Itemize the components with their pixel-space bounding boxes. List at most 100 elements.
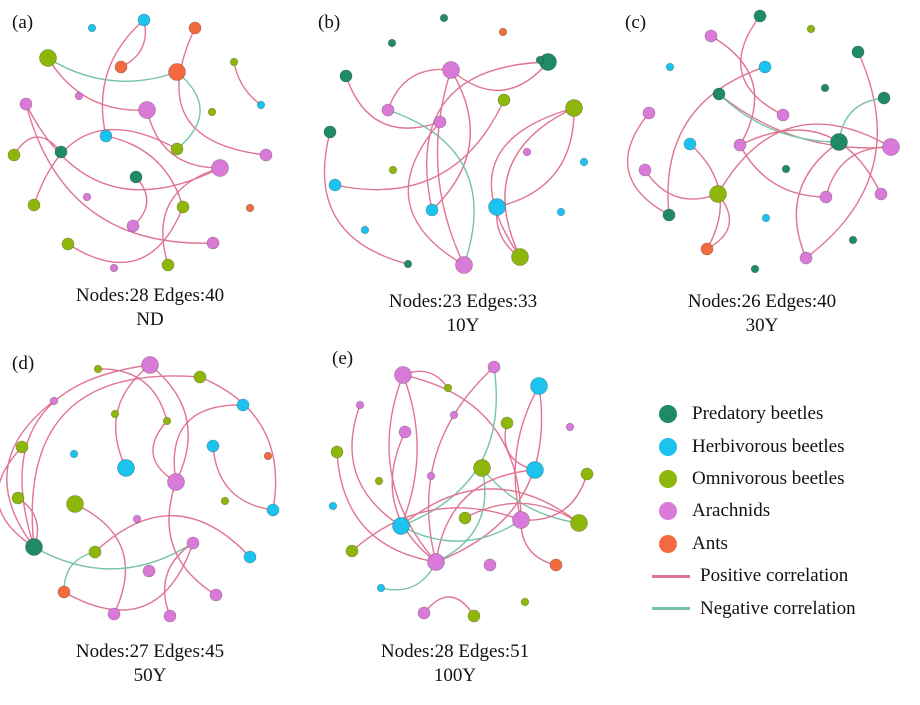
panel-e-arachnid-node [427,553,445,571]
panel-b-positive-edge [387,68,452,111]
panel-d-herbivorous-beetle-node [206,439,220,453]
panel-d-positive-edge [74,503,127,615]
panel-a-arachnid-node [211,159,229,177]
panel-b-ant-node [498,27,508,37]
panel-a-positive-edge [25,103,214,244]
panel-a-herbivorous-beetle-node [256,100,266,110]
panel-d-herbivorous-beetle-node [266,503,280,517]
panel-d-positive-edge [31,375,201,548]
panel-a-omnivorous-beetle-node [7,148,21,162]
legend-label: Omnivorous beetles [692,467,845,489]
panel-e-herbivorous-beetle-node [526,461,544,479]
panel-e-positive-edge [402,374,522,521]
panel-d-period: 50Y [133,665,167,686]
legend: Predatory beetles Herbivorous beetles Om… [652,398,856,625]
panel-d-positive-edge [152,420,177,483]
panel-a-herbivorous-beetle-node [137,13,151,27]
panel-c-positive-edge [739,129,882,195]
panel-b-predatory-beetle-node [535,55,545,65]
panel-b-predatory-beetle-node [403,259,413,269]
panel-d-arachnid-node [186,536,200,550]
panel-e-arachnid-node [565,422,575,432]
panel-a-positive-edge [101,19,145,137]
panel-a-ant-node [114,60,128,74]
panel-a-herbivorous-beetle-node [99,129,113,143]
panel-e-arachnid-node [449,410,459,420]
panel-c-arachnid-node [819,190,833,204]
panel-e-arachnid-node [394,366,412,384]
panel-b-arachnid-node [455,256,473,274]
panel-c-arachnid-node [733,138,747,152]
panel-d-positive-edge [21,364,151,548]
panel-d-positive-edge [163,542,194,617]
panel-b-positive-edge [345,75,441,129]
panel-e-herbivorous-beetle-node [376,583,386,593]
panel-a-arachnid-node [82,192,92,202]
panel-b-arachnid-node [381,103,395,117]
panel-c-predatory-beetle-node [750,264,760,274]
panel-a-arachnid-node [19,97,33,111]
panel-b-predatory-beetle-node [439,13,449,23]
panel-e-positive-edge [351,404,402,527]
panel-b-omnivorous-beetle-node [388,165,398,175]
panel-a-arachnid-node [126,219,140,233]
panel-a-positive-edge [120,19,146,68]
panel-c-positive-edge [667,66,766,216]
panel-b-positive-edge [334,99,505,191]
panel-d-positive-edge [173,404,244,483]
panel-e-negative-edge [435,467,486,563]
panel-d-arachnid-node [142,564,156,578]
panel-b-positive-edge [407,121,465,266]
panel-e-omnivorous-beetle-node [580,467,594,481]
panel-b-positive-edge [496,107,575,208]
panel-e-positive-edge [351,507,522,552]
panel-a-predatory-beetle-node [129,170,143,184]
positive-swatch [652,574,690,578]
panel-d-herbivorous-beetle-node [236,398,250,412]
panel-b-herbivorous-beetle-node [488,198,506,216]
panel-b-herbivorous-beetle-node [425,203,439,217]
panel-e-positive-edge [400,374,418,527]
panel-a-positive-edge [33,128,178,206]
panel-b-period: 10Y [446,315,480,336]
panel-c-herbivorous-beetle-node [683,137,697,151]
panel-d-omnivorous-beetle-node [110,409,120,419]
panel-c-stats: Nodes:26 Edges:40 [687,291,837,312]
panel-b-herbivorous-beetle-node [360,225,370,235]
panel-a-predatory-beetle-node [54,145,68,159]
panel-d-omnivorous-beetle-node [11,491,25,505]
panel-b-herbivorous-beetle-node [556,207,566,217]
panel-c-arachnid-node [704,29,718,43]
legend-label: Negative correlation [700,597,856,619]
legend-herbivorous: Herbivorous beetles [652,430,856,462]
panel-e-positive-edge [388,374,437,563]
panel-b-omnivorous-beetle-node [565,99,583,117]
legend-omnivorous: Omnivorous beetles [652,463,856,495]
panel-b-omnivorous-beetle-node [511,248,529,266]
panel-e-arachnid-node [398,425,412,439]
panel-b-arachnid-node [433,115,447,129]
panel-b-positive-edge [490,107,575,258]
panel-e-negative-edge [400,519,522,542]
panel-a-arachnid-node [138,101,156,119]
panel-c-positive-edge [795,141,840,259]
panel-d-positive-edge [114,364,151,469]
panel-e-arachnid-node [512,511,530,529]
panel-a-positive-edge [178,27,267,156]
legend-label: Ants [692,532,728,554]
panel-d-herbivorous-beetle-node [243,550,257,564]
panel-b-herbivorous-beetle-node [579,157,589,167]
legend-positive: Positive correlation [652,560,856,592]
panel-b-arachnid-node [522,147,532,157]
panel-d-omnivorous-beetle-node [193,370,207,384]
panel-d-ant-node [57,585,71,599]
panel-d-positive-edge [212,445,274,511]
panel-c-arachnid-node [799,251,813,265]
panel-e-omnivorous-beetle-node [520,597,530,607]
panel-d-negative-edge [63,551,96,593]
panel-c-positive-edge [626,112,670,216]
panel-c-predatory-beetle-node [848,235,858,245]
panel-c-predatory-beetle-node [877,91,891,105]
omnivorous-swatch [659,469,677,488]
panel-a-stats: Nodes:28 Edges:40 [75,285,225,306]
